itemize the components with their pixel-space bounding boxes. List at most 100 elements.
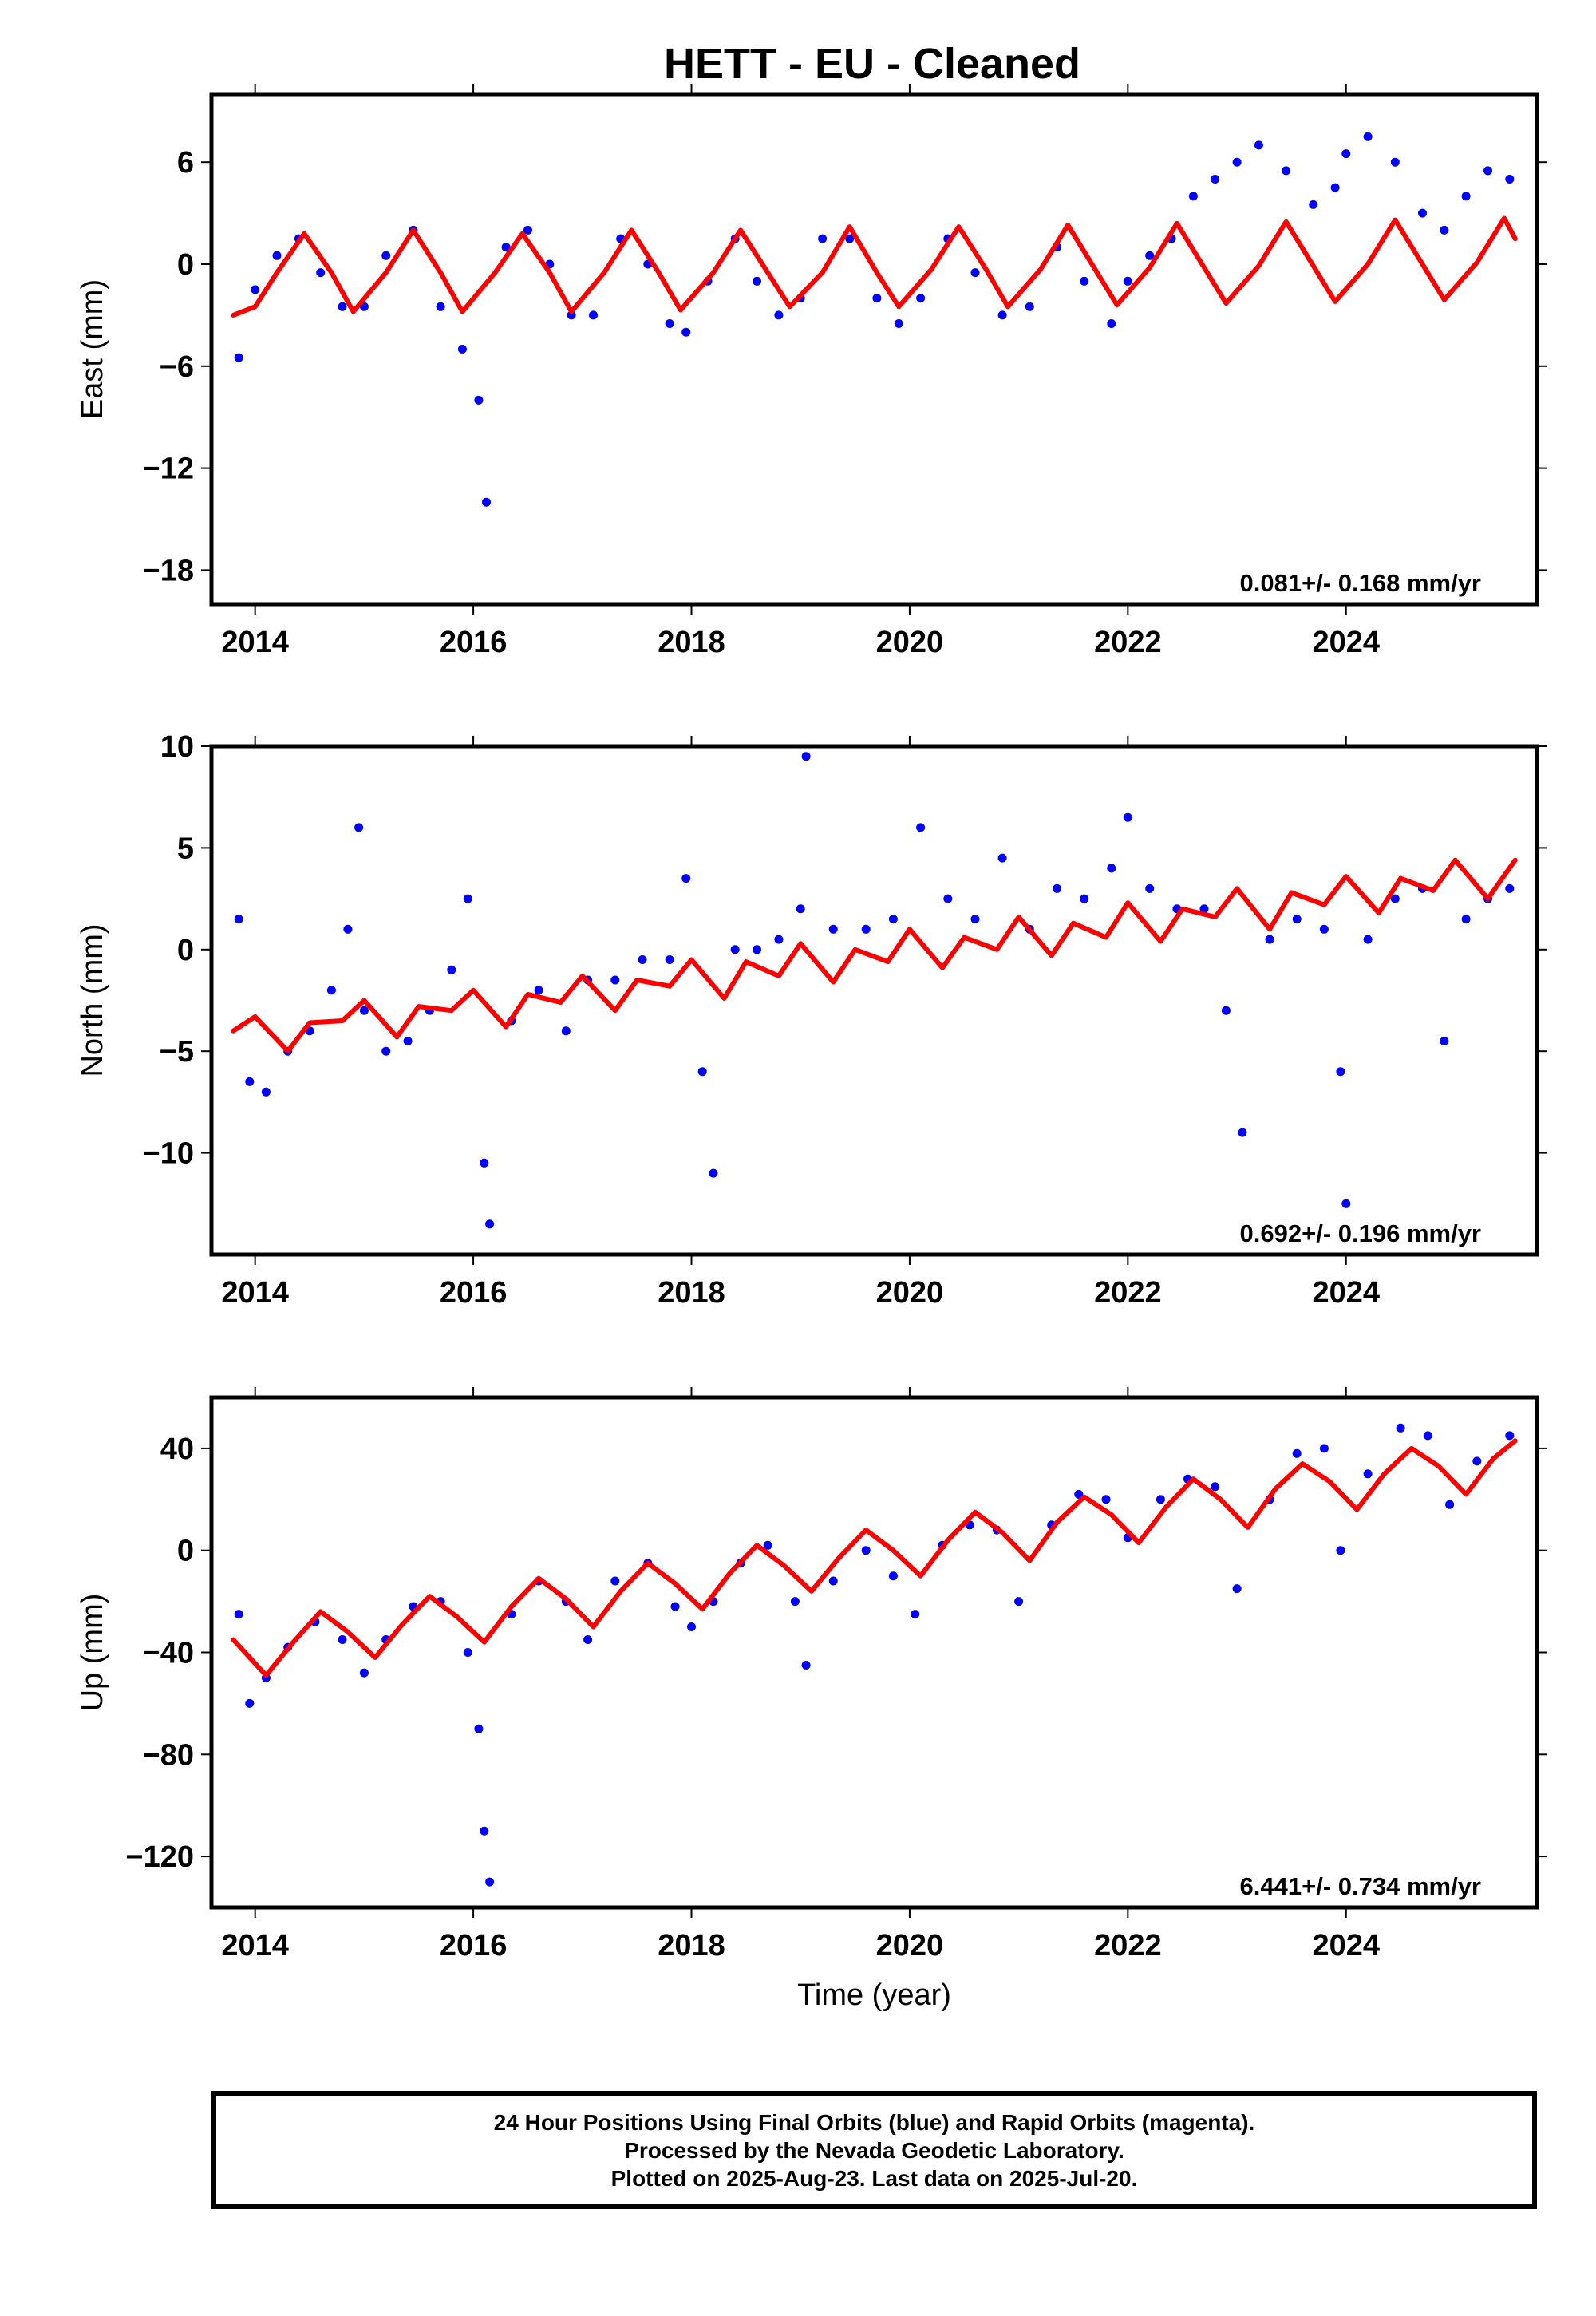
- east-data-point: [1483, 166, 1492, 176]
- east-data-point: [1282, 166, 1291, 176]
- up-data-point: [861, 1546, 871, 1555]
- y-tick-label: −120: [125, 1840, 194, 1874]
- up-data-point: [245, 1698, 255, 1708]
- footer-line-plotted: Plotted on 2025-Aug-23. Last data on 202…: [610, 2165, 1138, 2191]
- north-data-point: [1107, 864, 1116, 873]
- x-tick-label: 2022: [1094, 1929, 1162, 1962]
- up-data-point: [1292, 1448, 1302, 1458]
- y-tick-label: −40: [143, 1637, 194, 1670]
- up-rate-label: 6.441+/- 0.734 mm/yr: [1240, 1872, 1481, 1900]
- up-plot-frame: [209, 1395, 1539, 1910]
- north-data-point: [1292, 915, 1302, 924]
- up-data-point: [1156, 1495, 1165, 1504]
- east-data-point: [665, 319, 674, 328]
- up-data-point: [1423, 1431, 1432, 1441]
- east-data-point: [1309, 200, 1318, 209]
- x-tick-label: 2020: [876, 1929, 944, 1962]
- x-tick-label: 2016: [440, 1276, 508, 1310]
- north-data-point: [1341, 1199, 1351, 1208]
- x-tick-label: 2018: [658, 1929, 725, 1962]
- east-data-point: [1145, 251, 1155, 260]
- x-tick-label: 2024: [1312, 1276, 1380, 1310]
- east-data-point: [1461, 192, 1471, 201]
- east-rate-label: 0.081+/- 0.168 mm/yr: [1240, 569, 1481, 597]
- north-data-point: [463, 894, 472, 903]
- east-data-point: [436, 302, 445, 311]
- east-data-point: [970, 268, 980, 278]
- east-plot-area: [231, 132, 1518, 507]
- up-data-point: [763, 1540, 772, 1550]
- north-plot-area: [231, 752, 1518, 1229]
- north-data-point: [1363, 935, 1373, 944]
- north-data-point: [888, 915, 898, 924]
- up-data-point: [1101, 1495, 1111, 1504]
- y-tick-label: −5: [160, 1035, 194, 1069]
- up-data-point: [1014, 1597, 1024, 1607]
- up-data-point: [583, 1635, 593, 1644]
- north-data-point: [943, 894, 953, 903]
- north-data-point: [343, 924, 353, 934]
- east-plot-frame: [209, 92, 1539, 607]
- east-data-point: [1211, 175, 1220, 184]
- north-data-point: [638, 955, 647, 964]
- y-tick-label: 40: [160, 1433, 194, 1466]
- north-data-point: [753, 945, 761, 954]
- north-data-point: [1053, 883, 1061, 893]
- up-data-point: [1232, 1584, 1242, 1594]
- y-tick-label: 10: [160, 730, 194, 764]
- north-data-point: [245, 1077, 255, 1086]
- north-data-point: [1221, 1006, 1231, 1015]
- x-tick-label: 2018: [658, 626, 725, 659]
- up-data-point: [888, 1571, 898, 1581]
- x-tick-label: 2024: [1312, 626, 1380, 659]
- east-data-point: [316, 268, 326, 278]
- up-data-point: [1336, 1546, 1345, 1555]
- north-data-point: [697, 1067, 707, 1077]
- up-plot-area: [231, 1423, 1518, 1887]
- up-data-point: [801, 1661, 811, 1670]
- east-data-point: [234, 353, 243, 362]
- north-data-point: [861, 924, 871, 934]
- north-data-point: [796, 904, 805, 914]
- north-data-point: [261, 1087, 271, 1097]
- up-axis-label: Up (mm): [76, 1594, 109, 1712]
- east-data-point: [251, 285, 260, 294]
- north-data-point: [730, 945, 740, 954]
- east-data-point: [681, 327, 691, 337]
- up-data-point: [480, 1826, 489, 1836]
- east-data-point: [1363, 132, 1373, 141]
- east-data-point: [1188, 192, 1198, 201]
- up-data-point: [359, 1668, 369, 1678]
- east-data-point: [1080, 276, 1089, 286]
- y-tick-label: 0: [177, 248, 194, 282]
- north-data-point: [1199, 904, 1209, 914]
- north-data-point: [828, 924, 838, 934]
- north-data-point: [354, 823, 364, 832]
- north-data-point: [1265, 935, 1274, 944]
- east-data-point: [1418, 208, 1427, 218]
- north-axis-label: North (mm): [76, 923, 109, 1077]
- up-data-point: [911, 1610, 920, 1619]
- up-data-point: [610, 1576, 620, 1586]
- footer-line-orbits: 24 Hour Positions Using Final Orbits (bl…: [493, 2109, 1255, 2135]
- east-data-point: [872, 294, 882, 303]
- north-data-point: [447, 965, 456, 974]
- x-tick-label: 2016: [440, 626, 508, 659]
- north-data-point: [403, 1037, 413, 1045]
- time-axis-label: Time (year): [797, 1978, 951, 2012]
- y-tick-label: −10: [143, 1137, 194, 1171]
- y-tick-label: 0: [177, 1535, 194, 1568]
- x-tick-label: 2016: [440, 1929, 508, 1962]
- east-data-point: [1505, 175, 1515, 184]
- north-data-point: [970, 915, 980, 924]
- east-data-point: [482, 497, 491, 507]
- east-panel: 2014 2016 2018 2020 2022 2024 6 0 −6 −12 −18 East (…: [76, 84, 1547, 659]
- up-data-point: [1363, 1469, 1373, 1479]
- x-tick-label: 2020: [876, 626, 944, 659]
- x-tick-label: 2014: [221, 626, 289, 659]
- north-data-point: [916, 823, 926, 832]
- east-data-point: [753, 276, 761, 286]
- north-data-point: [561, 1026, 571, 1036]
- x-tick-label: 2022: [1094, 1276, 1162, 1310]
